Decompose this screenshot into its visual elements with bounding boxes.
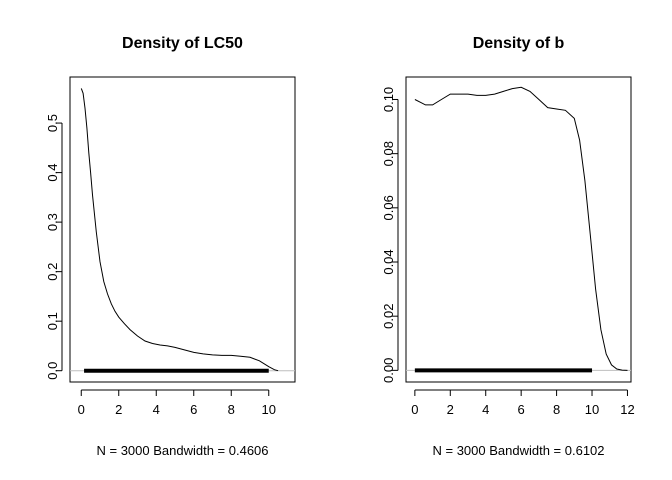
- x-tick-label: 10: [585, 402, 599, 417]
- x-axis-label: N = 3000 Bandwidth = 0.4606: [96, 443, 268, 458]
- x-tick-label: 8: [228, 402, 235, 417]
- x-tick-label: 2: [447, 402, 454, 417]
- y-tick-label: 0.08: [381, 141, 396, 166]
- x-tick-label: 4: [153, 402, 160, 417]
- x-tick-label: 12: [620, 402, 634, 417]
- x-tick-label: 6: [518, 402, 525, 417]
- plot-frame: [405, 76, 632, 383]
- x-tick-label: 10: [262, 402, 276, 417]
- y-tick-label: 0.02: [381, 304, 396, 329]
- x-tick-label: 8: [553, 402, 560, 417]
- density-line: [414, 86, 628, 371]
- x-axis-label: N = 3000 Bandwidth = 0.6102: [432, 443, 604, 458]
- chart-title: Density of b: [473, 35, 565, 52]
- y-tick-label: 0.2: [45, 263, 60, 281]
- x-axis: 0 2 4 6 8 10: [78, 389, 276, 417]
- x-tick-label: 0: [78, 402, 85, 417]
- y-axis: 0.00 0.02 0.04 0.06 0.08 0.10: [381, 87, 399, 383]
- y-tick-label: 0.00: [381, 358, 396, 383]
- x-tick-label: 6: [190, 402, 197, 417]
- y-tick-label: 0.10: [381, 87, 396, 112]
- x-tick-label: 2: [115, 402, 122, 417]
- y-tick-label: 0.3: [45, 213, 60, 231]
- panel-lc50: Density of LC50 N = 3000 Bandwidth = 0.4…: [45, 35, 296, 458]
- y-axis: 0.0 0.1 0.2 0.3 0.4 0.5: [45, 114, 63, 380]
- plot-frame: [69, 76, 296, 383]
- density-line: [80, 88, 279, 372]
- panel-b: Density of b N = 3000 Bandwidth = 0.6102…: [381, 35, 635, 458]
- y-tick-label: 0.4: [45, 164, 60, 182]
- plot-area: [406, 86, 631, 373]
- chart-title: Density of LC50: [122, 35, 243, 52]
- x-tick-label: 4: [482, 402, 489, 417]
- y-tick-label: 0.1: [45, 312, 60, 330]
- x-tick-label: 0: [411, 402, 418, 417]
- y-tick-label: 0.0: [45, 362, 60, 380]
- y-tick-label: 0.5: [45, 114, 60, 132]
- y-tick-label: 0.04: [381, 249, 396, 274]
- plot-area: [70, 88, 295, 373]
- x-axis: 0 2 4 6 8 10 12: [411, 389, 635, 417]
- y-tick-label: 0.06: [381, 195, 396, 220]
